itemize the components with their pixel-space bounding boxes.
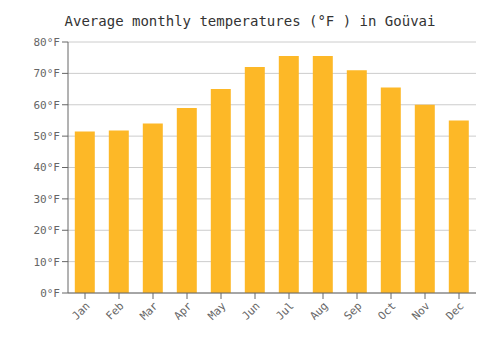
svg-text:Feb: Feb <box>103 299 126 322</box>
svg-text:Sep: Sep <box>341 299 364 322</box>
svg-text:Oct: Oct <box>375 299 398 322</box>
svg-text:Jul: Jul <box>273 299 296 322</box>
svg-text:Dec: Dec <box>443 299 466 322</box>
svg-text:70°F: 70°F <box>34 67 61 80</box>
svg-text:Nov: Nov <box>409 299 433 323</box>
svg-text:80°F: 80°F <box>34 36 61 49</box>
svg-text:May: May <box>205 299 229 323</box>
svg-text:Jan: Jan <box>69 299 92 322</box>
svg-text:10°F: 10°F <box>34 256 61 269</box>
svg-text:Jun: Jun <box>239 299 262 322</box>
svg-text:Aug: Aug <box>307 299 330 322</box>
svg-text:0°F: 0°F <box>40 287 60 300</box>
svg-text:20°F: 20°F <box>34 224 61 237</box>
svg-text:Apr: Apr <box>171 299 195 323</box>
html-text:Average monthly temperatures (: Average monthly temperatures (°F ) in Go… <box>64 13 436 29</box>
svg-text:Mar: Mar <box>137 299 161 323</box>
svg-text:50°F: 50°F <box>34 130 61 143</box>
svg-text:30°F: 30°F <box>34 193 61 206</box>
svg-text:40°F: 40°F <box>34 161 61 174</box>
svg-text:60°F: 60°F <box>34 99 61 112</box>
